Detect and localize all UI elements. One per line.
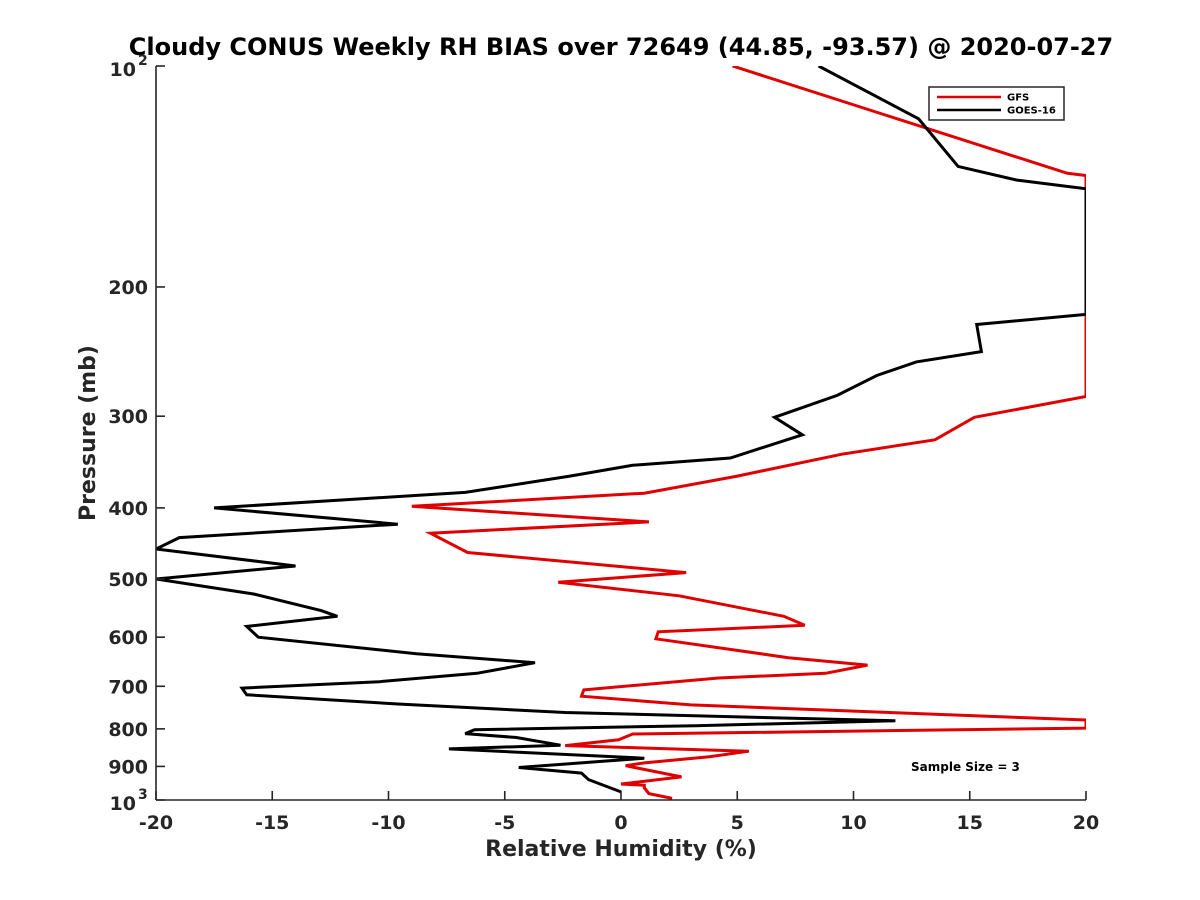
- y-tick-label: 10: [110, 59, 136, 81]
- x-axis-ticks: -20 -15 -10 -5 0 5 10 15 20: [139, 791, 1099, 834]
- y-tick-label: 10: [110, 793, 136, 815]
- x-tick-label: 0: [614, 812, 627, 834]
- series-layer: [156, 66, 1086, 800]
- sample-size-annotation: Sample Size = 3: [911, 760, 1020, 774]
- legend-label: GOES-16: [1007, 106, 1056, 117]
- x-tick-label: -20: [139, 812, 173, 834]
- y-tick-label: 900: [108, 756, 148, 778]
- series-line-goes-16: [156, 66, 1086, 794]
- legend-label: GFS: [1007, 93, 1029, 104]
- y-tick-label: 700: [108, 676, 148, 698]
- x-tick-label: 15: [957, 812, 983, 834]
- y-tick-base: 10: [110, 59, 136, 81]
- x-tick-label: -5: [494, 812, 515, 834]
- plot-area: [156, 66, 1086, 800]
- legend-box: [928, 86, 1065, 121]
- y-tick-label: 600: [108, 627, 148, 649]
- x-tick-label: 5: [731, 812, 744, 834]
- y-tick-base: 10: [110, 793, 136, 815]
- y-tick-label: 800: [108, 719, 148, 741]
- x-tick-label: 20: [1073, 812, 1099, 834]
- y-tick-label: 300: [108, 406, 148, 428]
- y-axis-label: Pressure (mb): [76, 345, 101, 521]
- y-tick-label: 500: [108, 569, 148, 591]
- x-tick-label: -15: [255, 812, 289, 834]
- x-axis-label: Relative Humidity (%): [485, 837, 757, 862]
- chart-title: Cloudy CONUS Weekly RH BIAS over 72649 (…: [129, 33, 1113, 61]
- y-tick-label: 400: [108, 498, 148, 520]
- x-tick-label: -10: [371, 812, 405, 834]
- series-line-gfs: [411, 66, 1086, 800]
- y-tick-exponent: 3: [138, 787, 148, 803]
- x-tick-label: 10: [840, 812, 866, 834]
- y-tick-exponent: 2: [138, 53, 148, 69]
- y-tick-label: 200: [108, 277, 148, 299]
- legend: GFS GOES-16: [928, 86, 1065, 121]
